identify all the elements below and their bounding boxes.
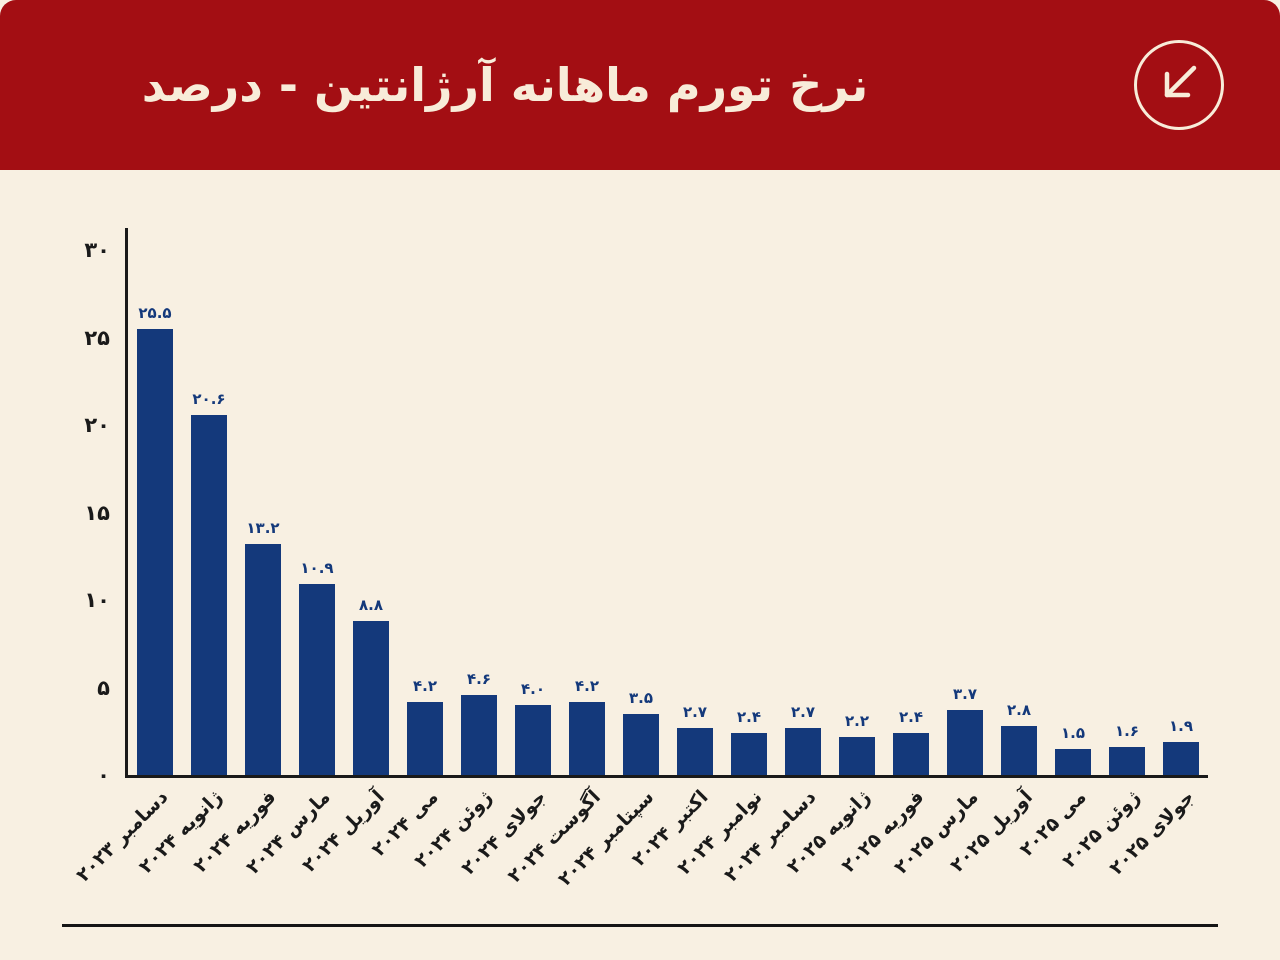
y-tick-label: ۵ <box>97 675 110 700</box>
bar <box>947 710 983 775</box>
arrow-down-left-icon <box>1134 40 1224 130</box>
page-title: نرخ تورم ماهانه آرژانتین - درصد <box>141 58 869 112</box>
header: نرخ تورم ماهانه آرژانتین - درصد <box>0 0 1280 170</box>
bar-value-label: ۲۵.۵ <box>138 303 172 322</box>
bar-chart: ۰ ۵ ۱۰ ۱۵ ۲۰ ۲۵ ۳۰ ۲۵.۵ ۲۰.۶ ۱۳.۲ ۱۰.۹ ۸.۸ ۴.۲ ۴.۶ ۴.۰… <box>84 228 1208 786</box>
bar-value-label: ۱۳.۲ <box>246 519 280 537</box>
bar-value-label: ۲.۴ <box>736 708 761 726</box>
y-tick-label: ۱۰ <box>84 588 110 612</box>
bar-value-label: ۳.۷ <box>952 685 977 704</box>
chart-area: ۰ ۵ ۱۰ ۱۵ ۲۰ ۲۵ ۳۰ ۲۵.۵ ۲۰.۶ ۱۳.۲ ۱۰.۹ ۸.۸ ۴.۲ ۴.۶ ۴.۰… <box>0 228 1280 927</box>
bar <box>299 584 335 775</box>
bar-value-label: ۲.۷ <box>790 702 815 721</box>
bar <box>461 694 497 775</box>
bar-value-label: ۸.۸ <box>358 596 383 614</box>
bar-value-label: ۴.۲ <box>412 676 437 695</box>
bar <box>1055 748 1091 775</box>
bar-value-label: ۳.۵ <box>628 688 653 707</box>
y-tick-label: ۱۵ <box>84 500 110 525</box>
bar <box>1001 726 1037 775</box>
infographic-page: نرخ تورم ماهانه آرژانتین - درصد ۰ ۵ ۱۰ ۱۵ ۲۰… <box>0 0 1280 927</box>
bar-value-label: ۲.۴ <box>898 708 923 726</box>
bar-value-label: ۲.۸ <box>1006 701 1031 719</box>
x-axis-labels: دسامبر ۲۰۲۳ ژانویه ۲۰۲۴ فوریه ۲۰۲۴ مارس ۲۰۲… <box>72 778 1205 920</box>
bar-value-label: ۱۰.۹ <box>300 559 334 578</box>
bar-value-label: ۲.۲ <box>844 711 869 730</box>
y-tick-label: ۳۰ <box>84 238 110 262</box>
y-tick-label: ۲۵ <box>84 325 110 350</box>
bar <box>407 701 443 775</box>
bar <box>191 414 227 775</box>
x-tick-label: دسامبر ۲۰۲۳ <box>72 786 173 887</box>
bar <box>839 736 875 775</box>
plot-area: ۰ ۵ ۱۰ ۱۵ ۲۰ ۲۵ ۳۰ ۲۵.۵ ۲۰.۶ ۱۳.۲ ۱۰.۹ ۸.۸ ۴.۲ ۴.۶ ۴.۰… <box>84 228 1208 786</box>
bar-value-label: ۴.۶ <box>466 669 491 688</box>
bar-value-label: ۴.۰ <box>520 680 545 698</box>
bar <box>1163 741 1199 775</box>
bar <box>731 733 767 775</box>
bar-value-label: ۱.۵ <box>1060 723 1085 742</box>
y-tick-label: ۰ <box>97 763 110 787</box>
bar <box>785 727 821 775</box>
bar <box>893 733 929 775</box>
y-tick-label: ۲۰ <box>84 413 110 437</box>
bar-value-label: ۲.۷ <box>682 702 707 721</box>
bar <box>677 727 713 775</box>
bar <box>353 621 389 775</box>
bar <box>623 713 659 775</box>
footer-divider <box>62 924 1218 927</box>
bar <box>569 701 605 775</box>
bar-value-label: ۴.۲ <box>574 676 599 695</box>
bar-value-label: ۱.۶ <box>1114 722 1139 740</box>
bar-value-label: ۱.۹ <box>1168 716 1193 735</box>
bar <box>245 544 281 775</box>
bar <box>137 328 173 775</box>
bar <box>1109 747 1145 775</box>
bar <box>515 705 551 775</box>
bar-value-label: ۲۰.۶ <box>192 389 226 408</box>
